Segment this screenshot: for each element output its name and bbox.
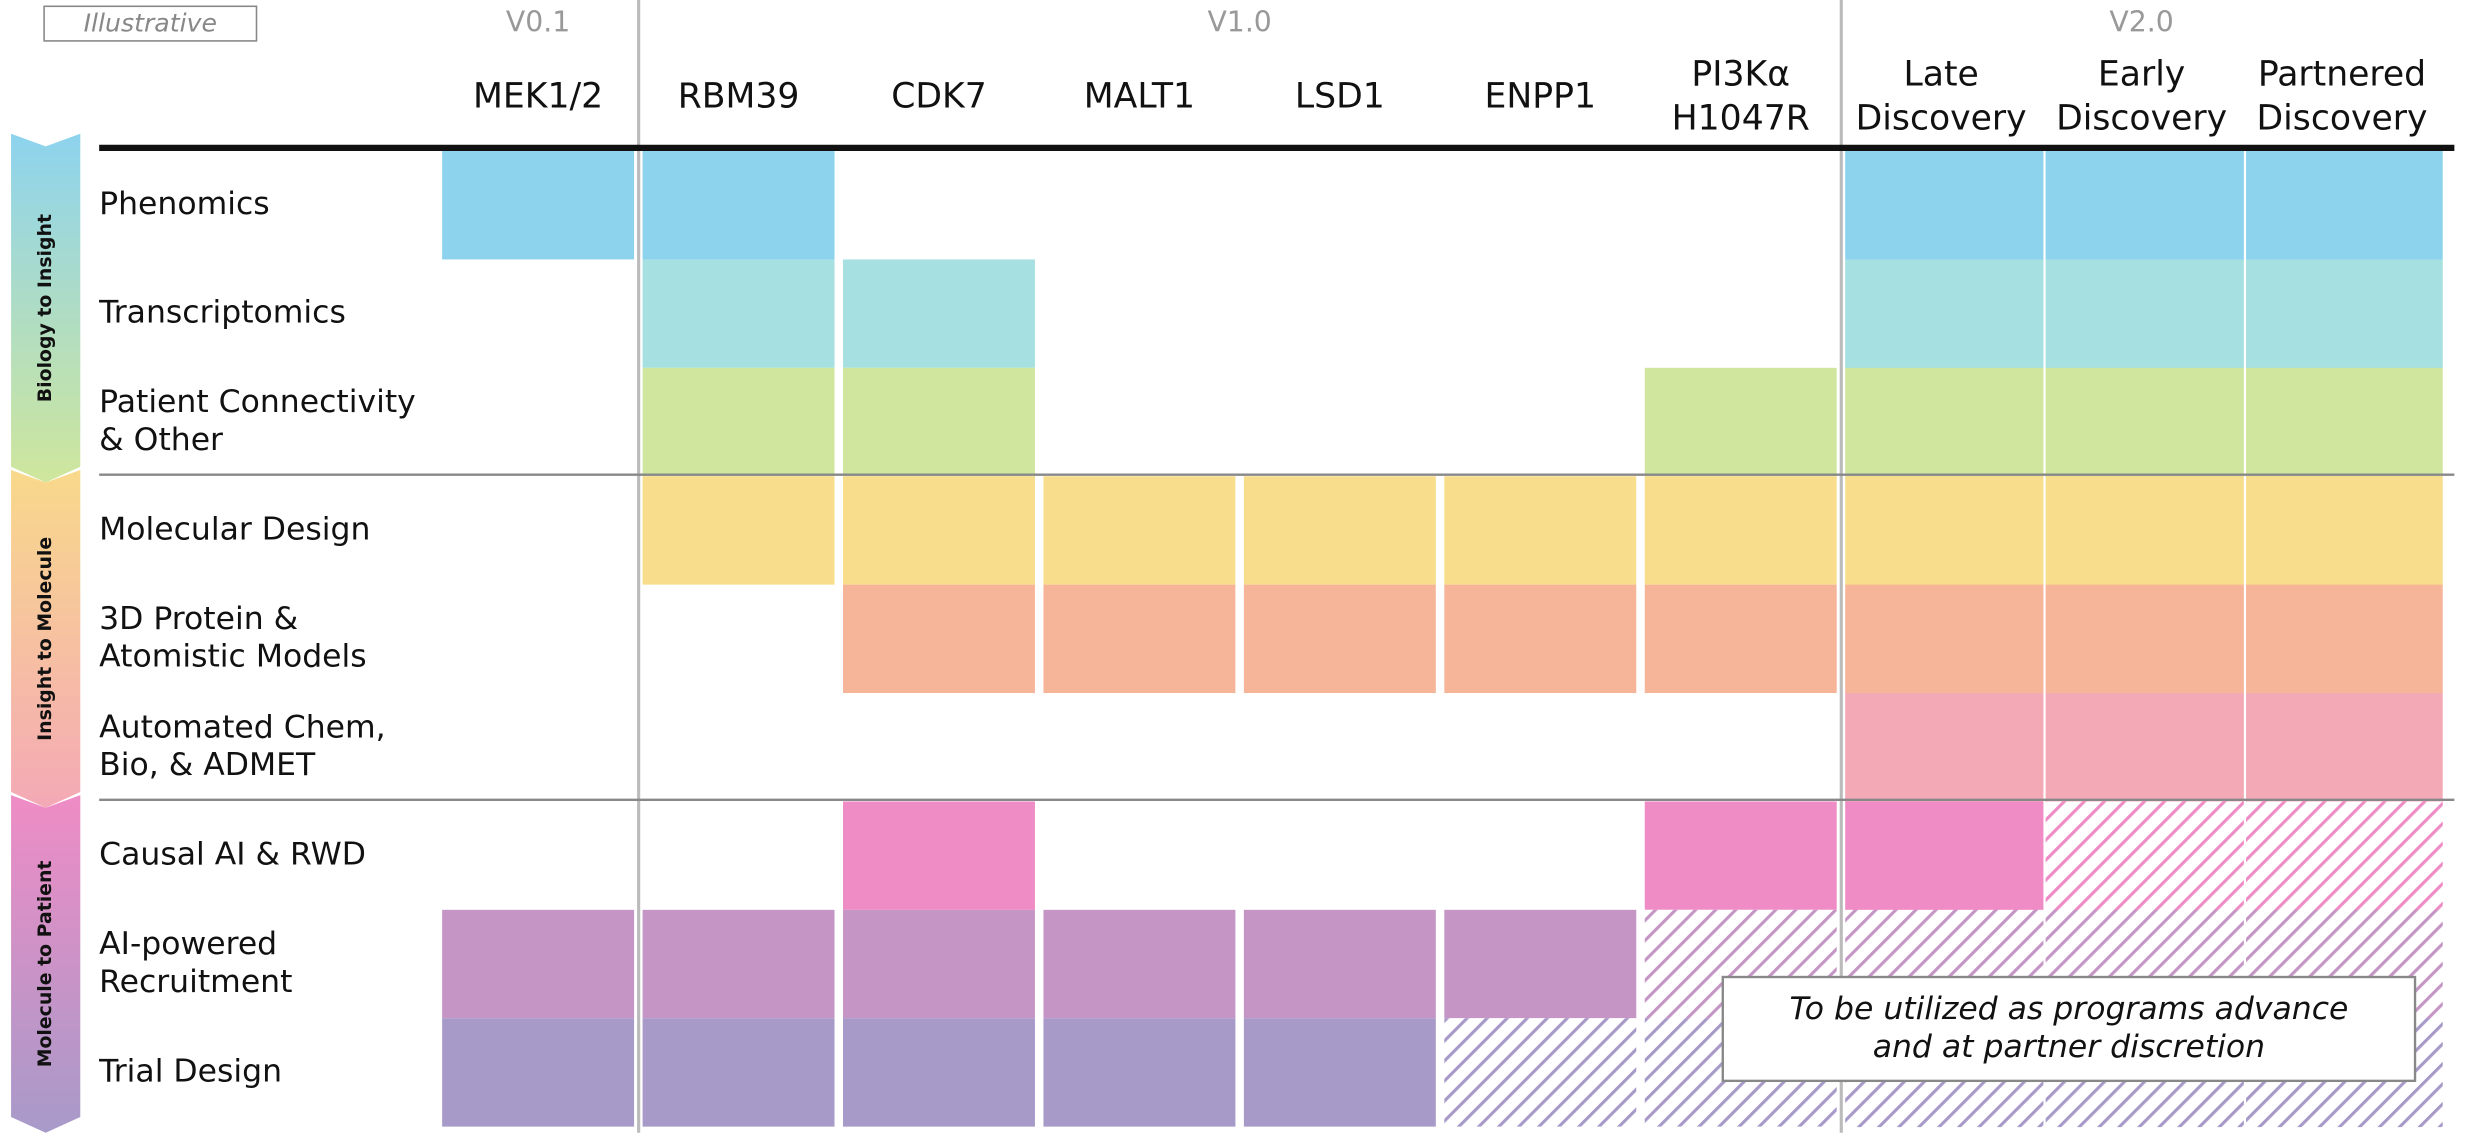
column-label: Late — [1903, 55, 1978, 95]
cell — [843, 801, 1035, 910]
cell — [1644, 584, 1837, 694]
cell — [2246, 476, 2443, 586]
cell — [2045, 476, 2244, 586]
cell — [1043, 909, 1236, 1019]
cell — [1243, 476, 1436, 585]
cell — [642, 151, 835, 260]
cell — [843, 476, 1035, 585]
cell — [2246, 151, 2443, 260]
cell — [1644, 476, 1837, 585]
cell — [2246, 584, 2443, 694]
row-label: Causal AI & RWD — [99, 837, 366, 873]
row-label: Automated Chem, — [99, 709, 385, 745]
cell — [1243, 909, 1436, 1019]
row-label: AI-powered — [99, 926, 277, 962]
cell — [843, 259, 1035, 368]
cell — [2246, 693, 2443, 802]
note-text: To be utilized as programs advance — [1789, 991, 2348, 1027]
cell — [1243, 1018, 1436, 1127]
cell — [2045, 367, 2244, 477]
column-label: RBM39 — [678, 77, 800, 117]
cell — [843, 367, 1035, 477]
section-label: Molecule to Patient — [34, 861, 56, 1068]
version-label: V0.1 — [506, 6, 570, 39]
cell — [2045, 693, 2244, 802]
section-label: Biology to Insight — [34, 214, 56, 402]
cell — [1043, 476, 1236, 585]
column-label: Partnered — [2258, 55, 2426, 95]
cell — [1043, 1018, 1236, 1127]
cell — [1444, 909, 1637, 1019]
cell — [442, 151, 635, 260]
cell — [1243, 584, 1436, 694]
column-label: LSD1 — [1295, 77, 1385, 117]
cell — [642, 476, 835, 585]
badge-box — [43, 5, 258, 42]
cell — [1644, 801, 1837, 910]
version-label: V2.0 — [2109, 6, 2173, 39]
cell-hatched — [1444, 1018, 1637, 1127]
cell — [442, 1018, 635, 1127]
column-label: Discovery — [2257, 99, 2428, 139]
cell — [1845, 801, 2044, 911]
row-label: Bio, & ADMET — [99, 747, 316, 783]
cell — [2246, 367, 2443, 477]
row-label: Transcriptomics — [98, 295, 346, 331]
column-label: MEK1/2 — [473, 77, 603, 117]
cell — [442, 909, 635, 1019]
column-label: Early — [2098, 55, 2185, 95]
row-label: & Other — [99, 422, 223, 458]
cell — [1845, 367, 2044, 477]
cell — [2246, 259, 2443, 369]
row-label: Patient Connectivity — [99, 384, 416, 420]
row-label: Molecular Design — [99, 511, 370, 547]
column-label: Discovery — [2056, 99, 2227, 139]
row-label: Phenomics — [99, 186, 270, 222]
cell-hatched — [2045, 801, 2244, 911]
cell — [1845, 584, 2044, 694]
cell — [1845, 693, 2044, 802]
row-label: Trial Design — [98, 1053, 282, 1089]
badge: Illustrative — [84, 8, 217, 37]
cell — [642, 367, 835, 477]
cell — [2045, 259, 2244, 369]
section-chevron — [11, 469, 81, 808]
cell — [1845, 151, 2044, 260]
cell — [1845, 259, 2044, 369]
cell — [1845, 476, 2044, 586]
row-label: 3D Protein & — [99, 601, 298, 637]
cell — [843, 584, 1035, 694]
cell-hatched — [2246, 801, 2443, 911]
section-chevron — [11, 133, 81, 483]
cell — [2045, 151, 2244, 260]
cell — [843, 909, 1035, 1019]
cell — [1644, 367, 1837, 477]
section-label: Insight to Molecule — [34, 537, 56, 741]
column-label: MALT1 — [1084, 77, 1195, 117]
column-label: H1047R — [1672, 99, 1810, 139]
column-label: PI3Kα — [1691, 55, 1790, 95]
cell — [642, 259, 835, 368]
cell — [2045, 584, 2244, 694]
cell — [1444, 584, 1637, 694]
column-label: CDK7 — [891, 77, 987, 117]
column-label: ENPP1 — [1485, 77, 1597, 117]
cell — [843, 1018, 1035, 1127]
cell — [642, 909, 835, 1019]
note-box — [1721, 975, 2417, 1083]
cell — [1444, 476, 1637, 585]
cell — [1043, 584, 1236, 694]
version-label: V1.0 — [1207, 6, 1271, 39]
section-chevron — [11, 795, 81, 1133]
note-text: and at partner discretion — [1873, 1029, 2265, 1065]
row-label: Atomistic Models — [99, 639, 367, 675]
column-label: Discovery — [1856, 99, 2027, 139]
cell — [642, 1018, 835, 1127]
row-label: Recruitment — [99, 964, 292, 1000]
